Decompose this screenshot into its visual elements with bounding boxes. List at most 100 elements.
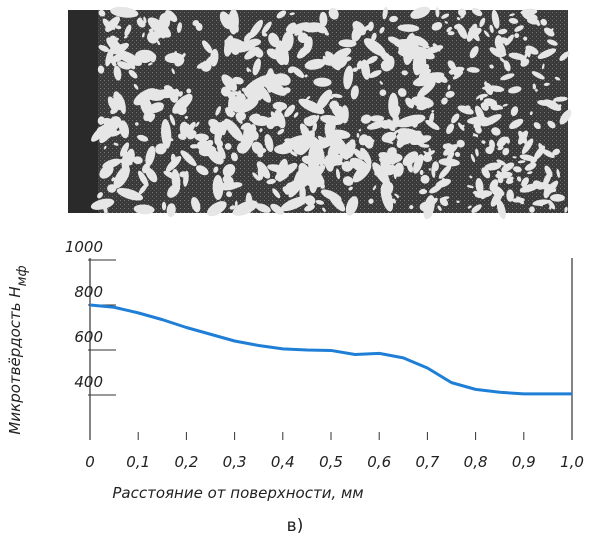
micrograph-grain	[489, 179, 499, 191]
caption: в)	[287, 516, 304, 536]
micrograph-grain	[272, 101, 288, 111]
micrograph-grain	[105, 47, 114, 67]
micrograph-grain	[457, 105, 474, 115]
micrograph-grain	[158, 144, 162, 148]
micrograph-grain	[313, 77, 332, 87]
x-tick-label: 0,4	[271, 453, 295, 471]
micrograph-grain	[389, 96, 394, 101]
micrograph-grain	[120, 142, 130, 157]
micrograph-grain	[451, 113, 460, 124]
micrograph-grain	[444, 21, 448, 24]
micrograph-grain	[105, 16, 120, 32]
micrograph-grain	[322, 207, 326, 212]
micrograph-grain	[392, 198, 396, 204]
micrograph-grain	[319, 11, 328, 27]
micrograph-grain	[514, 25, 524, 32]
micrograph-grain	[365, 55, 378, 65]
micrograph-grain	[419, 143, 430, 148]
micrograph-grain	[298, 98, 325, 115]
x-tick-label: 0,2	[174, 453, 198, 471]
micrograph-grain	[358, 134, 369, 146]
micrograph-grain	[284, 104, 296, 118]
micrograph-grain	[113, 65, 122, 81]
micrograph-grain	[423, 45, 444, 55]
micrograph-grain	[532, 83, 537, 90]
micrograph-grain	[517, 160, 526, 164]
micrograph-grain	[533, 122, 541, 130]
micrograph-grain	[371, 32, 377, 42]
micrograph-grain	[193, 163, 197, 166]
micrograph-grain	[287, 22, 310, 35]
micrograph-grain	[324, 122, 339, 152]
micrograph-grain	[497, 28, 508, 35]
micrograph-grain	[556, 168, 560, 178]
micrograph-grain	[282, 87, 291, 94]
micrograph-grain	[410, 135, 432, 146]
micrograph-grain	[382, 6, 388, 20]
micrograph-grain	[481, 114, 502, 127]
micrograph-grain	[402, 151, 419, 166]
micrograph-grain	[541, 63, 545, 70]
micrograph-grain	[226, 191, 233, 198]
micrograph-grain	[360, 147, 372, 166]
micrograph-grain	[379, 89, 387, 96]
micrograph-grain	[180, 150, 197, 167]
micrograph-grain	[103, 145, 107, 150]
micrograph-grain	[443, 144, 458, 156]
y-tick-label: 400	[74, 373, 103, 391]
micrograph-grain	[115, 25, 122, 30]
x-tick-label: 0,5	[319, 453, 343, 471]
micrograph-grain	[520, 8, 538, 16]
x-tick-label: 0,6	[367, 453, 391, 471]
micrograph-grain	[529, 111, 533, 116]
micrograph-grain	[512, 156, 517, 159]
micrograph-grain	[516, 196, 525, 205]
micrograph-grain	[297, 44, 311, 59]
micrograph-edge	[68, 10, 98, 213]
micrograph-grain	[538, 182, 557, 193]
micrograph-grain	[382, 182, 394, 197]
micrograph-grain	[551, 99, 556, 109]
micrograph-grain	[111, 177, 115, 182]
micrograph-grain	[466, 67, 480, 73]
micrograph-grain	[235, 111, 247, 121]
micrograph-grain	[349, 139, 356, 145]
micrograph-grain	[304, 74, 308, 78]
micrograph-grain	[124, 24, 132, 37]
micrograph-grain	[289, 12, 295, 16]
micrograph-grain	[230, 152, 238, 162]
micrograph-grain	[261, 21, 272, 34]
micrograph-grain	[251, 115, 271, 127]
micrograph-grain	[98, 44, 110, 53]
micrograph-grain	[304, 195, 316, 206]
micrograph-grain	[189, 144, 199, 149]
micrograph-grain	[419, 169, 424, 176]
micrograph-grain	[554, 76, 561, 81]
micrograph-grain	[527, 171, 533, 175]
micrograph-grain	[215, 106, 222, 116]
micrograph-grain	[121, 151, 130, 174]
micrograph-grain	[234, 200, 238, 208]
micrograph-grain	[270, 203, 284, 215]
micrograph-grain	[475, 95, 481, 100]
micrograph-grain	[471, 204, 482, 214]
micrograph-grain	[456, 17, 461, 21]
micrograph-grain	[98, 9, 106, 17]
micrograph-grain	[360, 114, 372, 124]
micrograph-grain	[166, 203, 176, 218]
micrograph-grain	[195, 121, 200, 128]
micrograph-grain	[372, 185, 377, 191]
micrograph-grain	[145, 145, 156, 167]
micrograph-grain	[236, 142, 247, 154]
micrograph-grain	[195, 165, 209, 176]
micrograph-grain	[297, 32, 309, 44]
micrograph-grain	[417, 80, 436, 98]
micrograph-grain	[496, 136, 508, 148]
micrograph-grain	[441, 97, 448, 105]
micrograph-grain	[163, 21, 171, 30]
y-axis-title-main: Микротвёрдость H	[6, 286, 24, 434]
micrograph-grain	[496, 159, 507, 166]
micrograph-grain	[469, 27, 480, 42]
micrograph-grain	[496, 200, 506, 220]
